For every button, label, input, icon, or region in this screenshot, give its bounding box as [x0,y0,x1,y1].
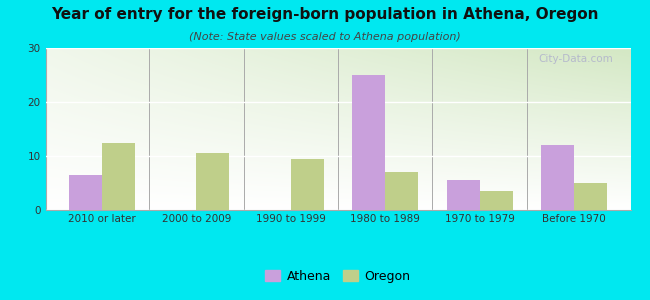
Text: City-Data.com: City-Data.com [538,55,613,64]
Bar [480,191,513,210]
Bar [385,172,418,210]
Text: Year of entry for the foreign-born population in Athena, Oregon: Year of entry for the foreign-born popul… [51,8,599,22]
Bar [574,183,607,210]
Bar [541,145,574,210]
Bar [352,75,385,210]
Bar [69,175,102,210]
Legend: Athena, Oregon: Athena, Oregon [260,265,416,288]
Text: (Note: State values scaled to Athena population): (Note: State values scaled to Athena pop… [189,32,461,41]
Bar [447,180,480,210]
Bar [102,142,135,210]
Bar [291,159,324,210]
Bar [196,153,229,210]
